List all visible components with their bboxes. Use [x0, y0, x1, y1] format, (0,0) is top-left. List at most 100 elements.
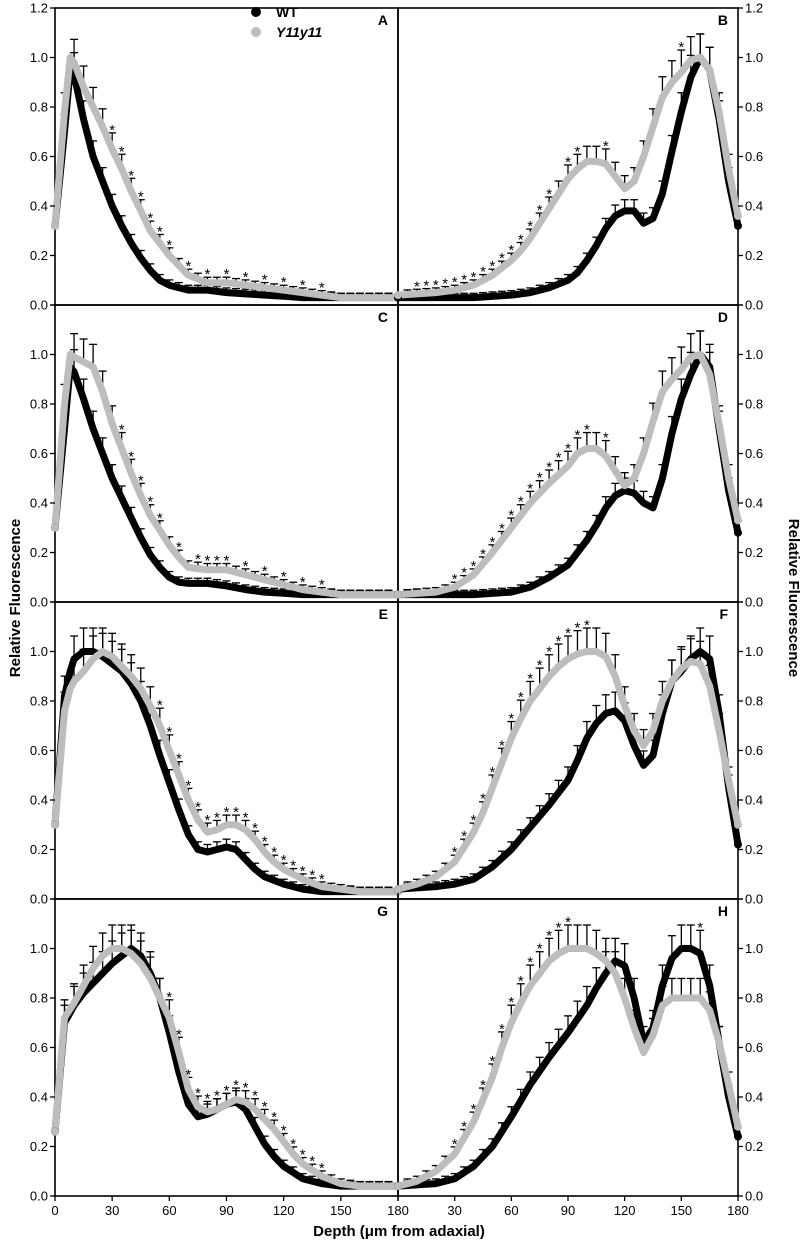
- x-tick-label: 90: [219, 1203, 233, 1218]
- y-tick-right: 0.0: [745, 298, 763, 313]
- panel-label-g: G: [377, 903, 388, 919]
- series-wt-g: [51, 945, 402, 1190]
- y-tick-right: 0.8: [745, 397, 763, 412]
- y-tick-left: 0.4: [30, 793, 48, 808]
- panel-label-c: C: [378, 309, 388, 325]
- x-tick-label: 120: [614, 1203, 636, 1218]
- x-tick-label: 30: [447, 1203, 461, 1218]
- star-d: *: [518, 494, 524, 511]
- star-f: *: [575, 620, 581, 637]
- legend: WT Y11y11: [251, 4, 322, 40]
- star-a: *: [109, 122, 115, 139]
- star-c: *: [128, 448, 134, 465]
- series-y11y11-g: [51, 945, 402, 1190]
- star-d: *: [546, 459, 552, 476]
- star-c: *: [281, 569, 287, 586]
- series-y11y11-c: [51, 351, 402, 599]
- significance-h: *********** * * *: [452, 914, 704, 1153]
- bottom-axis: 0 30 60 90 120 150 180 30 60 90 120 150 180: [51, 1196, 749, 1218]
- panel-label-h: H: [718, 903, 728, 919]
- star-c: *: [205, 553, 211, 570]
- legend-marker-y11y11: [251, 27, 261, 37]
- panel-d: D* * ************ * *: [394, 304, 742, 603]
- star-f: *: [537, 657, 543, 674]
- y-tick-right: 1.2: [745, 1, 763, 16]
- panel-frame-e: [54, 601, 399, 900]
- x-tick-label: 150: [330, 1203, 352, 1218]
- series-y11y11-a: [51, 54, 402, 302]
- star-c: *: [300, 574, 306, 591]
- star-f: *: [527, 670, 533, 687]
- panel-a: A******** * * * * * * *: [51, 7, 402, 306]
- star-h: *: [697, 919, 703, 936]
- star-b: *: [414, 278, 420, 295]
- y-tick-right: 0.0: [745, 1189, 763, 1204]
- series-wt-f: [394, 648, 742, 893]
- panel-f: F************ * * *: [394, 601, 742, 900]
- star-g: *: [195, 1085, 201, 1102]
- star-e: *: [195, 799, 201, 816]
- star-a: *: [185, 258, 191, 275]
- star-g: *: [252, 1088, 258, 1105]
- y-tick-left: 0.0: [30, 892, 48, 907]
- star-g: *: [243, 1080, 249, 1097]
- star-f: *: [565, 625, 571, 642]
- y-tick-right: 0.0: [745, 892, 763, 907]
- x-tick-label: 0: [51, 1203, 58, 1218]
- y-tick-right: 0.6: [745, 743, 763, 758]
- y-tick-right: 0.2: [745, 545, 763, 560]
- y-tick-left: 0.0: [30, 1189, 48, 1204]
- x-tick-label: 180: [387, 1203, 409, 1218]
- y-tick-left: 0.6: [30, 1040, 48, 1055]
- y-tick-right: 1.0: [745, 941, 763, 956]
- y-tick-right: 0.0: [745, 595, 763, 610]
- star-b: *: [471, 269, 477, 286]
- star-d: *: [490, 534, 496, 551]
- x-tick-label: 150: [670, 1203, 692, 1218]
- star-e: *: [243, 809, 249, 826]
- star-a: *: [300, 277, 306, 294]
- star-a: *: [119, 143, 125, 160]
- series-wt-a: [51, 66, 402, 302]
- star-b: *: [527, 218, 533, 235]
- star-c: *: [243, 558, 249, 575]
- panel-label-e: E: [379, 606, 388, 622]
- marker-y11y11-f-0: [394, 885, 402, 894]
- star-a: *: [224, 266, 230, 283]
- star-f: *: [499, 737, 505, 754]
- legend-marker-wt: [251, 7, 261, 17]
- x-tick-label: 60: [162, 1203, 176, 1218]
- y-tick-left: 0.8: [30, 991, 48, 1006]
- y-tick-left: 0.2: [30, 1139, 48, 1154]
- star-b: *: [461, 272, 467, 289]
- significance-d: * * ************ * *: [452, 422, 609, 589]
- star-e: *: [224, 804, 230, 821]
- y-tick-right: 0.4: [745, 199, 763, 214]
- marker-wt-h-1: [734, 1132, 742, 1141]
- star-g: *: [224, 1082, 230, 1099]
- y-tick-left: 0.6: [30, 149, 48, 164]
- star-d: *: [537, 470, 543, 487]
- star-f: *: [556, 633, 562, 650]
- significance-f: ************ * * *: [452, 617, 590, 861]
- star-f: *: [546, 644, 552, 661]
- marker-wt-d-1: [734, 528, 742, 537]
- star-d: *: [527, 480, 533, 497]
- x-tick-label: 120: [273, 1203, 295, 1218]
- panel-frame-a: [54, 7, 399, 306]
- x-tick-label: 180: [727, 1203, 749, 1218]
- marker-wt-b-1: [734, 221, 742, 230]
- star-f: *: [471, 812, 477, 829]
- star-g: *: [300, 1147, 306, 1164]
- marker-wt-f-1: [734, 840, 742, 849]
- marker-y11y11-h-1: [734, 1122, 742, 1131]
- star-e: *: [166, 724, 172, 741]
- y-tick-right: 0.4: [745, 793, 763, 808]
- star-b: *: [499, 250, 505, 267]
- star-f: *: [518, 689, 524, 706]
- star-c: *: [157, 510, 163, 527]
- marker-y11y11-h-0: [394, 1182, 402, 1191]
- y-tick-right: 0.8: [745, 694, 763, 709]
- series-wt-e: [51, 648, 402, 896]
- marker-y11y11-d-1: [734, 516, 742, 525]
